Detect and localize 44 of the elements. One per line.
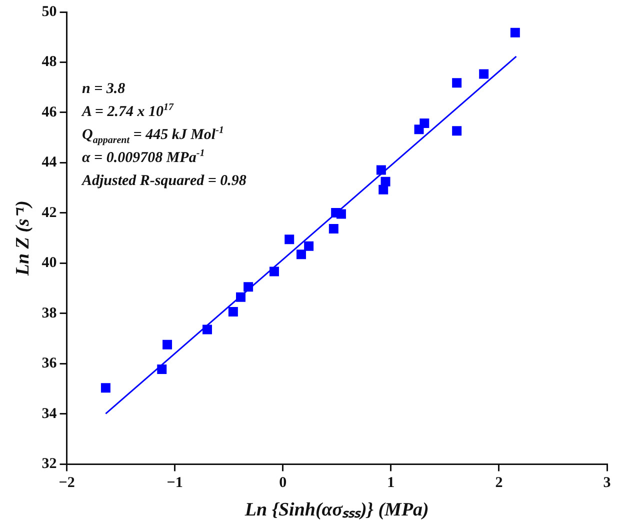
annotation: Q$_{apparent}$ = 445 kJ Mol$^{-1}$ — [82, 124, 225, 147]
point — [376, 165, 386, 175]
x-tick-label: −1 — [166, 475, 183, 492]
y-tick-label: 46 — [42, 104, 58, 120]
point — [378, 184, 388, 194]
point — [510, 28, 520, 38]
point — [452, 78, 462, 88]
point — [296, 250, 306, 260]
point — [336, 209, 346, 219]
y-tick-label: 34 — [42, 406, 58, 422]
y-tick-label: 40 — [42, 255, 57, 272]
point — [452, 126, 462, 136]
annotation: n = 3.8 — [82, 80, 126, 99]
point — [269, 266, 279, 276]
annotation: A = 2.74 x 10$^{17}$ — [82, 101, 175, 122]
point — [420, 118, 430, 128]
y-tick-label: 44 — [42, 154, 58, 171]
x-tick-label: 1 — [387, 475, 395, 492]
point — [479, 69, 489, 79]
annotation: α = 0.009708 MPa$^{-1}$ — [82, 147, 206, 168]
x-tick-label: −2 — [58, 475, 75, 492]
x-tick-label: 2 — [495, 475, 503, 492]
y-tick-label: 50 — [42, 4, 57, 20]
y-tick-label: 38 — [42, 305, 57, 322]
point — [202, 324, 212, 334]
y-axis-title: Ln Z (s⁻¹) — [12, 200, 34, 277]
y-tick-label: 42 — [42, 204, 57, 221]
point — [228, 306, 238, 316]
point — [157, 364, 167, 374]
point — [328, 224, 338, 234]
y-tick-label: 32 — [42, 456, 57, 472]
y-tick-label: 48 — [42, 54, 57, 70]
y-tick-label: 36 — [42, 356, 58, 372]
point — [284, 234, 294, 244]
x-tick-label: 3 — [603, 475, 611, 492]
x-tick-label: 0 — [279, 475, 287, 492]
point — [304, 241, 314, 251]
annotation: Adjusted R-squared = 0.98 — [82, 172, 246, 191]
x-axis-title: Ln {Sinh(ασₛₛₛ)} (MPa) — [244, 500, 429, 521]
point — [380, 176, 390, 186]
point — [162, 340, 172, 350]
point — [236, 292, 246, 302]
point — [244, 282, 254, 292]
point — [100, 383, 110, 393]
